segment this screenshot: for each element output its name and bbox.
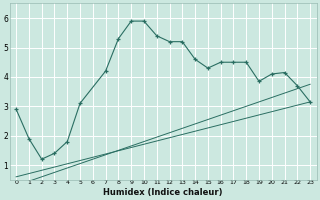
X-axis label: Humidex (Indice chaleur): Humidex (Indice chaleur)	[103, 188, 223, 197]
